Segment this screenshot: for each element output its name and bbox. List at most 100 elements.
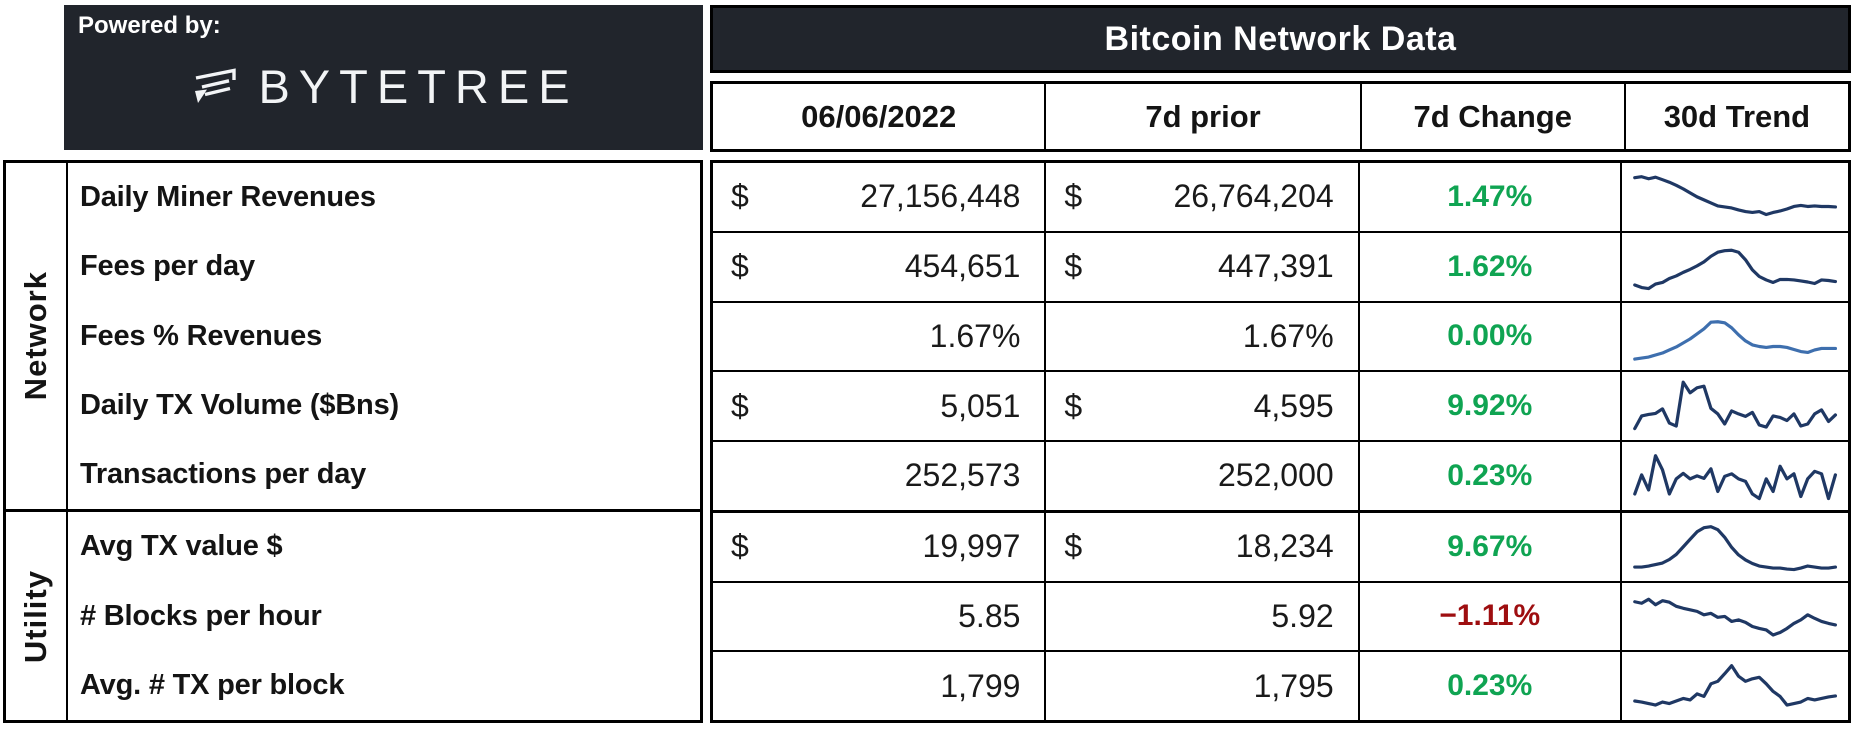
prior-value: 252,000	[1217, 457, 1334, 494]
table-row: $ 27,156,448 $ 26,764,204 1.47%	[713, 163, 1848, 231]
current-value-cell: $ 454,651	[713, 233, 1044, 301]
table-row: $ 19,997 $ 18,234 9.67%	[713, 509, 1848, 581]
currency-symbol: $	[731, 528, 749, 565]
currency-symbol: $	[731, 387, 749, 424]
current-value-cell: 252,573	[713, 442, 1044, 510]
prior-value-cell: 252,000	[1044, 442, 1357, 510]
trend-sparkline-cell	[1619, 232, 1848, 301]
current-value: 5.85	[958, 597, 1021, 634]
sparkline-chart	[1632, 597, 1837, 637]
powered-by-label: Powered by:	[78, 12, 221, 39]
data-grid: $ 27,156,448 $ 26,764,204 1.47% $ 454,65…	[710, 160, 1851, 723]
table-row: 1,799 1,795 0.23%	[713, 650, 1848, 720]
prior-value-cell: $ 4,595	[1044, 372, 1357, 440]
table-row: 1.67% 1.67% 0.00%	[713, 300, 1848, 371]
trend-sparkline-cell	[1619, 163, 1848, 231]
current-value: 454,651	[904, 248, 1021, 285]
prior-value: 18,234	[1235, 528, 1334, 565]
row-label: Fees % Revenues	[80, 319, 323, 352]
row-label: Avg TX value $	[80, 530, 283, 563]
column-header-row: 06/06/2022 7d prior 7d Change 30d Trend	[710, 81, 1851, 152]
change-value: 0.23%	[1357, 442, 1620, 510]
change-value: 1.47%	[1357, 163, 1620, 231]
group-label-network: Network	[18, 271, 53, 401]
column-header-date: 06/06/2022	[801, 98, 957, 134]
prior-value: 447,391	[1217, 248, 1334, 285]
prior-value: 1,795	[1253, 667, 1334, 704]
row-label: # Blocks per hour	[80, 599, 322, 632]
current-value: 1,799	[940, 667, 1021, 704]
change-value: 0.00%	[1357, 302, 1620, 371]
row-label: Daily TX Volume ($Bns)	[80, 388, 399, 421]
prior-value-cell: $ 447,391	[1044, 232, 1357, 301]
prior-value: 1.67%	[1242, 317, 1334, 354]
current-value-cell: $ 27,156,448	[713, 163, 1044, 231]
current-value: 5,051	[940, 387, 1021, 424]
prior-value-cell: 1.67%	[1044, 302, 1357, 371]
currency-symbol: $	[1064, 248, 1083, 285]
prior-value-cell: $ 26,764,204	[1044, 163, 1357, 231]
sparkline-chart	[1632, 175, 1837, 217]
prior-value-cell: 1,795	[1044, 652, 1357, 720]
currency-symbol: $	[1064, 528, 1083, 565]
column-header-trend: 30d Trend	[1623, 84, 1848, 149]
sparkline-chart	[1632, 454, 1837, 501]
bytetree-logo: BYTETREE	[64, 59, 703, 114]
currency-symbol: $	[731, 178, 749, 215]
currency-symbol: $	[1064, 178, 1083, 215]
group-label-utility-cell: Utility	[6, 512, 68, 720]
group-section-network: Network Daily Miner Revenues Fees per da…	[6, 163, 700, 513]
utility-row-labels: Avg TX value $ # Blocks per hour Avg. # …	[68, 512, 700, 720]
current-value-cell: 1.67%	[713, 303, 1044, 371]
change-value: −1.11%	[1357, 582, 1620, 651]
current-value-cell: 5.85	[713, 583, 1044, 651]
column-header-change: 7d Change	[1359, 84, 1624, 149]
row-label: Fees per day	[80, 250, 255, 283]
group-label-utility: Utility	[18, 569, 53, 663]
currency-symbol: $	[1064, 387, 1083, 424]
network-row-labels: Daily Miner Revenues Fees per day Fees %…	[68, 163, 700, 509]
current-value-cell: 1,799	[713, 652, 1044, 720]
sparkline-chart	[1632, 664, 1837, 707]
prior-value-cell: 5.92	[1044, 582, 1357, 651]
current-value: 19,997	[922, 528, 1021, 565]
trend-sparkline-cell	[1619, 582, 1848, 651]
change-value: 0.23%	[1357, 652, 1620, 720]
sparkline-chart	[1632, 248, 1837, 290]
bytetree-brand-name: BYTETREE	[258, 60, 579, 113]
trend-sparkline-cell	[1619, 302, 1848, 371]
sparkline-chart	[1632, 380, 1837, 431]
prior-value: 4,595	[1253, 387, 1334, 424]
sparkline-chart	[1632, 524, 1837, 571]
table-row: 252,573 252,000 0.23%	[713, 440, 1848, 510]
table-row: $ 454,651 $ 447,391 1.62%	[713, 230, 1848, 301]
current-value: 27,156,448	[860, 178, 1021, 215]
currency-symbol: $	[731, 248, 749, 285]
group-section-utility: Utility Avg TX value $ # Blocks per hour…	[6, 512, 700, 720]
current-value-cell: $ 19,997	[713, 513, 1044, 581]
change-value: 1.62%	[1357, 232, 1620, 301]
row-label: Avg. # TX per block	[80, 668, 345, 701]
powered-by-panel: Powered by: BYTETREE	[64, 5, 703, 150]
prior-value: 26,764,204	[1173, 178, 1334, 215]
change-value: 9.67%	[1357, 512, 1620, 581]
row-label: Transactions per day	[80, 458, 367, 491]
trend-sparkline-cell	[1619, 512, 1848, 581]
bytetree-logo-icon	[195, 67, 237, 103]
table-row: $ 5,051 $ 4,595 9.92%	[713, 370, 1848, 440]
current-value-cell: $ 5,051	[713, 372, 1044, 440]
trend-sparkline-cell	[1619, 372, 1848, 440]
sparkline-chart	[1632, 319, 1837, 361]
trend-sparkline-cell	[1619, 442, 1848, 510]
table-title: Bitcoin Network Data	[710, 5, 1851, 73]
prior-value: 5.92	[1271, 597, 1334, 634]
group-label-network-cell: Network	[6, 163, 68, 510]
row-label-panel: Network Daily Miner Revenues Fees per da…	[3, 160, 703, 723]
trend-sparkline-cell	[1619, 652, 1848, 720]
row-label: Daily Miner Revenues	[80, 181, 376, 214]
prior-value-cell: $ 18,234	[1044, 512, 1357, 581]
table-row: 5.85 5.92 −1.11%	[713, 580, 1848, 651]
current-value: 252,573	[904, 457, 1021, 494]
current-value: 1.67%	[929, 317, 1021, 354]
